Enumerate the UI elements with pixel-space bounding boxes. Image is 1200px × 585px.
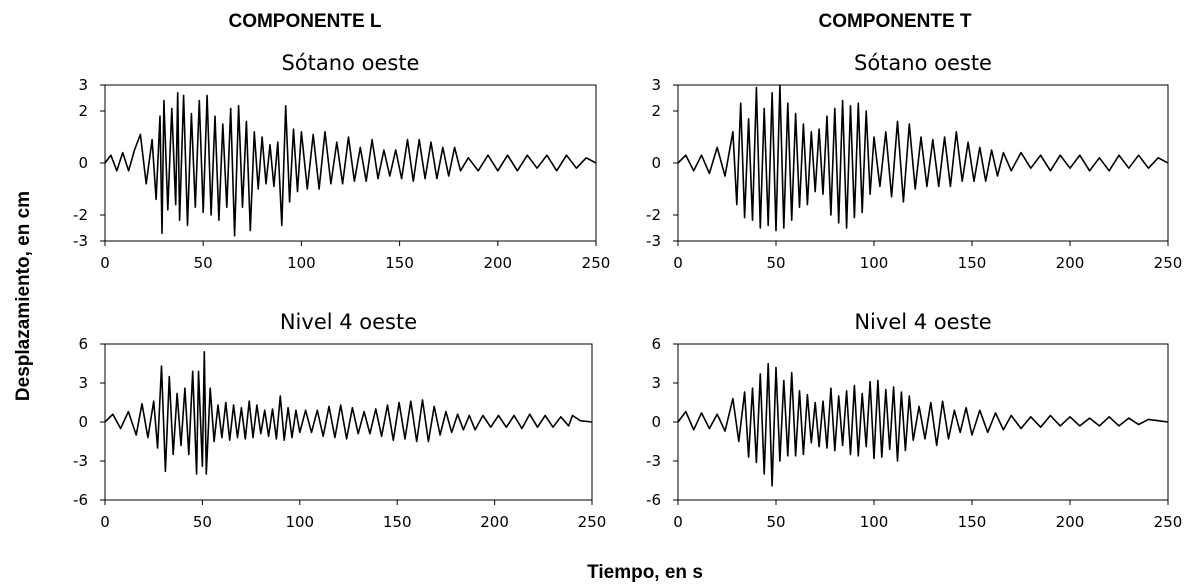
- y-tick-label: 6: [651, 335, 661, 353]
- y-tick-label: 3: [78, 76, 88, 94]
- x-tick-label: 100: [860, 254, 889, 272]
- series-line-1: [677, 84, 1169, 232]
- y-tick-label: 2: [78, 102, 88, 120]
- y-tick-label: -2: [73, 206, 88, 224]
- series-line-1: [677, 362, 1169, 487]
- y-tick-label: 3: [651, 374, 661, 392]
- x-tick-label: 200: [480, 513, 509, 531]
- chart-panel-2: Sótano oeste 3 2 0 -2 -3 0 50 100 150 200 250: [646, 51, 1182, 272]
- chart-panel-3: Nivel 4 oeste 6 3 0 -3 -6 0 50 100 150 200 250: [73, 310, 606, 531]
- x-tick-label: 200: [483, 254, 512, 272]
- y-tick-label: 0: [651, 413, 661, 431]
- x-tick-label: 200: [1056, 513, 1085, 531]
- x-tick-label: 50: [193, 513, 212, 531]
- x-tick-label: 250: [1154, 513, 1183, 531]
- x-tick-label: 50: [194, 254, 213, 272]
- y-tick-label: 2: [651, 102, 661, 120]
- y-tick-label: 0: [78, 413, 88, 431]
- panel-title: Nivel 4 oeste: [854, 310, 991, 334]
- chart-panel-1: Sótano oeste 3 2 0 -2 -3 0 50 100 150 200 250: [73, 51, 610, 272]
- column-header-l: COMPONENTE L: [228, 11, 381, 32]
- x-tick-label: 100: [287, 254, 316, 272]
- y-tick-label: 0: [78, 154, 88, 172]
- plot-frame: [104, 343, 593, 501]
- x-tick-label: 150: [958, 513, 987, 531]
- x-tick-label: 150: [383, 513, 412, 531]
- x-tick-label: 150: [958, 254, 987, 272]
- y-tick-label: -2: [646, 206, 661, 224]
- y-tick-label: 3: [78, 374, 88, 392]
- x-tick-label: 250: [578, 513, 607, 531]
- y-tick-label: -3: [73, 452, 88, 470]
- x-tick-label: 0: [673, 513, 683, 531]
- series-line-1: [104, 92, 597, 237]
- series-line-1: [104, 350, 593, 475]
- x-tick-label: 50: [766, 254, 785, 272]
- y-tick-label: -6: [646, 491, 661, 509]
- panel-title: Nivel 4 oeste: [280, 310, 417, 334]
- x-tick-label: 0: [100, 254, 110, 272]
- panel-title: Sótano oeste: [854, 51, 992, 75]
- y-tick-label: 6: [78, 335, 88, 353]
- y-tick-label: 0: [651, 154, 661, 172]
- x-tick-label: 200: [1056, 254, 1085, 272]
- x-tick-label: 0: [100, 513, 110, 531]
- y-tick-label: 3: [651, 76, 661, 94]
- y-tick-label: -3: [646, 452, 661, 470]
- x-tick-label: 50: [766, 513, 785, 531]
- y-tick-label: -6: [73, 491, 88, 509]
- chart-panel-4: Nivel 4 oeste 6 3 0 -3 -6 0 50 100 150 200 250: [646, 310, 1182, 531]
- x-axis-label: Tiempo, en s: [587, 562, 703, 583]
- y-tick-label: -3: [646, 232, 661, 250]
- x-tick-label: 0: [673, 254, 683, 272]
- y-axis-label: Desplazamiento, en cm: [13, 191, 34, 401]
- panel-title: Sótano oeste: [282, 51, 420, 75]
- y-tick-label: -3: [73, 232, 88, 250]
- x-tick-label: 100: [860, 513, 889, 531]
- x-tick-label: 150: [385, 254, 414, 272]
- x-tick-label: 100: [285, 513, 314, 531]
- x-tick-label: 250: [1154, 254, 1183, 272]
- column-header-t: COMPONENTE T: [818, 11, 971, 32]
- x-tick-label: 250: [582, 254, 611, 272]
